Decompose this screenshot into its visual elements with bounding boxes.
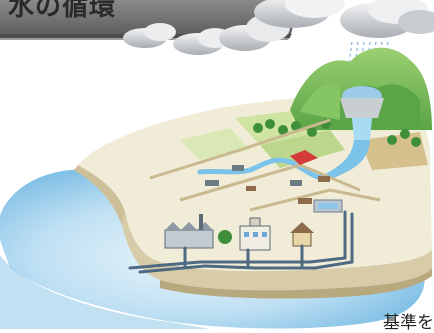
banner-title: 水の循環 <box>8 0 117 22</box>
ground-cross-section <box>160 268 432 299</box>
treatment-plant <box>313 199 343 213</box>
pipe-network-icon <box>128 210 354 274</box>
trees <box>218 119 421 244</box>
cloud-icon <box>123 0 434 55</box>
dam-icon <box>322 86 384 180</box>
house-icon <box>290 222 314 247</box>
town-buildings <box>205 150 330 204</box>
river <box>197 157 333 180</box>
factory-icon <box>164 214 214 249</box>
caption-fragment: 基準を <box>383 313 434 333</box>
school-icon <box>239 217 271 251</box>
